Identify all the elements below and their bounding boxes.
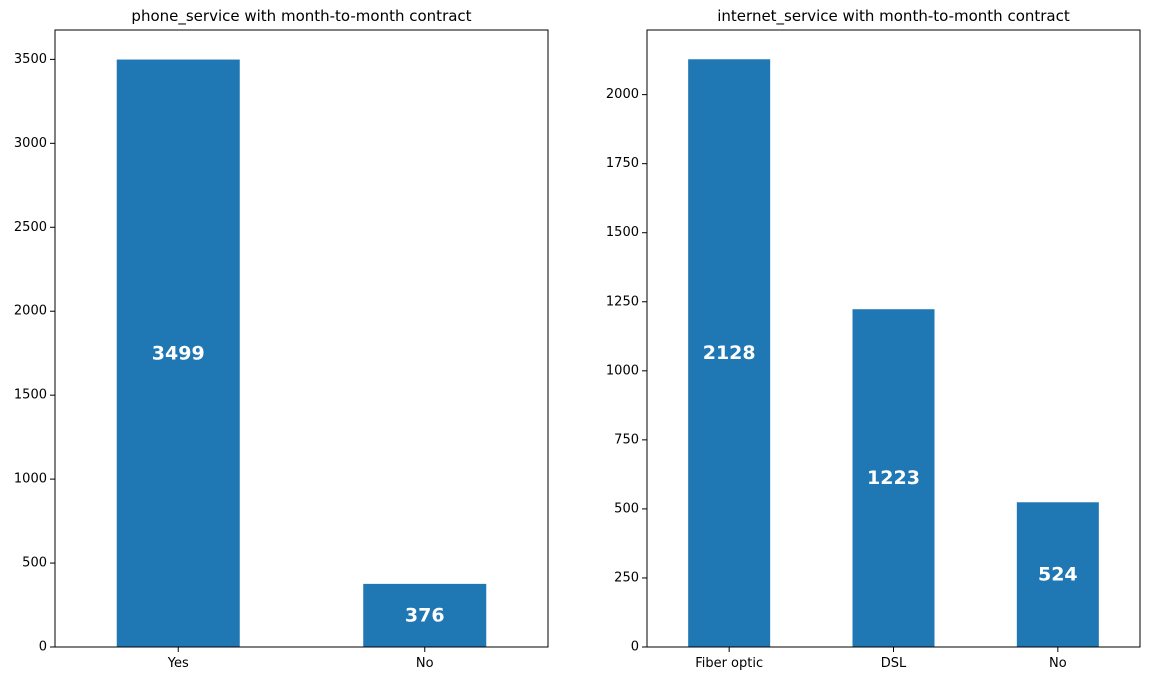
bar-0-0	[116, 59, 240, 648]
y-tick-label-0-3: 1500	[14, 388, 47, 403]
data-label-1-2: 524	[1038, 564, 1078, 586]
data-label-0-1: 376	[405, 604, 445, 626]
y-tick-label-1-0: 0	[631, 640, 639, 655]
y-tick-label-1-1: 250	[614, 570, 639, 585]
axes-frame-0	[54, 29, 549, 648]
y-tick-label-1-2: 500	[614, 501, 639, 516]
bar-0-1	[363, 583, 487, 647]
y-tick-label-0-5: 2500	[14, 220, 47, 235]
bar-1-1	[852, 309, 935, 647]
y-tick-label-1-7: 1750	[606, 156, 639, 171]
y-tick-label-0-0: 0	[39, 640, 47, 655]
y-tick-label-0-6: 3000	[14, 136, 47, 151]
y-tick-label-1-5: 1250	[606, 294, 639, 309]
y-tick-label-1-3: 750	[614, 432, 639, 447]
x-tick-label-0-0: Yes	[167, 656, 189, 671]
chart-title-1: internet_service with month-to-month con…	[717, 7, 1070, 26]
x-tick-label-1-0: Fiber optic	[695, 656, 763, 671]
y-tick-label-0-2: 1000	[14, 472, 47, 487]
y-tick-label-1-4: 1000	[606, 363, 639, 378]
data-label-1-0: 2128	[703, 342, 756, 364]
y-tick-label-1-8: 2000	[606, 87, 639, 102]
y-tick-label-1-6: 1500	[606, 225, 639, 240]
y-tick-label-0-7: 3500	[14, 52, 47, 67]
data-label-0-0: 3499	[152, 342, 205, 364]
chart-title-0: phone_service with month-to-month contra…	[131, 7, 471, 26]
x-tick-label-0-1: No	[416, 656, 434, 671]
x-tick-label-1-2: No	[1049, 656, 1067, 671]
bar-1-0	[688, 59, 771, 647]
y-tick-label-0-4: 2000	[14, 304, 47, 319]
y-tick-label-0-1: 500	[22, 556, 47, 571]
data-label-1-1: 1223	[867, 467, 920, 489]
x-tick-label-1-1: DSL	[881, 656, 907, 671]
bar-1-2	[1016, 502, 1099, 647]
